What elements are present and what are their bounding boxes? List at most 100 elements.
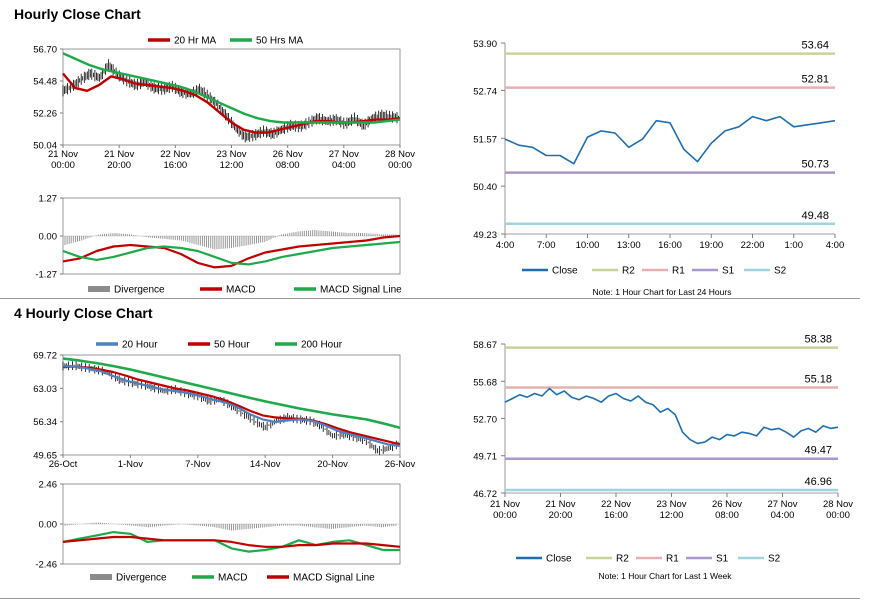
legend-divergence-label: Divergence: [116, 573, 167, 584]
x-tick-label: 26 Nov 08:00: [273, 149, 303, 171]
x-tick-label: 21 Nov 00:00: [48, 149, 78, 171]
level-label-r2: 58.38: [804, 334, 832, 346]
x-tick-label: 4:00: [496, 240, 515, 251]
legend-r1-label: R1: [672, 266, 685, 277]
level-label-s2: 49.48: [801, 210, 829, 222]
y-tick-label: 49.65: [33, 451, 57, 462]
section-divider: [0, 298, 860, 299]
level-label-r1: 55.18: [804, 374, 832, 386]
x-tick-label: 21 Nov 00:00: [490, 499, 520, 521]
x-tick-label: 23 Nov 12:00: [216, 149, 246, 171]
hourly-price-chart: 50.04 52.26 54.48 56.70 21 Nov 00:00 21 Nov 20:…: [33, 36, 415, 172]
legend-50-hour-label: 50 Hour: [214, 340, 250, 351]
y-tick-label: 50.40: [473, 182, 497, 193]
divergence-bars: [64, 230, 397, 250]
legend-s2-label: S2: [774, 266, 787, 277]
y-tick-label: 56.34: [33, 417, 57, 428]
x-tick-label: 1-Nov: [118, 459, 144, 470]
series-macd: [62, 530, 400, 553]
series-close: [504, 115, 836, 165]
y-tick-label: 46.72: [473, 489, 497, 500]
series-close: [504, 387, 839, 445]
x-tick-label: 14-Nov: [250, 459, 281, 470]
x-tick-label: 28 Nov 00:00: [385, 149, 415, 171]
y-tick-label: 1.27: [39, 194, 58, 205]
legend-20-hour-label: 20 Hour: [122, 340, 158, 351]
x-tick-label: 28 Nov 00:00: [823, 499, 853, 521]
level-label-r1: 52.81: [801, 74, 829, 86]
level-label-s1: 50.73: [801, 159, 829, 171]
legend-close-label: Close: [546, 554, 572, 565]
y-tick-label: -2.46: [35, 560, 57, 571]
y-tick-label: 55.68: [473, 377, 497, 388]
y-tick-label: -1.27: [35, 270, 57, 281]
chart-note: Note: 1 Hour Chart for Last 24 Hours: [593, 287, 732, 297]
legend-macd-label: MACD: [226, 285, 255, 296]
bottom-divider: [0, 598, 860, 599]
four-hourly-macd-chart: -2.46 0.00 2.46 Divergence MACD MACD Signal L…: [35, 480, 401, 584]
x-tick-label: 22 Nov 16:00: [160, 149, 190, 171]
x-tick-label: 10:00: [576, 240, 600, 251]
legend-divergence-swatch: [90, 574, 112, 580]
level-label-s2: 46.96: [804, 476, 832, 488]
y-tick-label: 0.00: [39, 520, 58, 531]
divergence-bars: [64, 522, 397, 531]
x-tick-label: 22 Nov 16:00: [601, 499, 631, 521]
x-tick-label: 21 Nov 20:00: [545, 499, 575, 521]
y-tick-label: 49.23: [473, 230, 497, 241]
y-tick-label: 63.03: [33, 384, 57, 395]
legend-macd-signal-label: MACD Signal Line: [320, 285, 402, 296]
legend-s1-label: S1: [722, 266, 735, 277]
hourly-macd-chart: -1.27 0.00 1.27 Divergence MACD MACD Signal L…: [35, 194, 402, 296]
y-tick-label: 56.70: [33, 45, 57, 56]
legend-200-hour-label: 200 Hour: [301, 340, 343, 351]
legend-r1-label: R1: [666, 554, 679, 565]
x-tick-label: 20-Nov: [317, 459, 348, 470]
y-tick-label: 52.70: [473, 414, 497, 425]
x-tick-label: 27 Nov 04:00: [329, 149, 359, 171]
y-tick-label: 52.74: [473, 86, 497, 97]
series-200-hour: [62, 357, 401, 430]
x-tick-label: 7:00: [537, 240, 556, 251]
legend-macd-signal-label: MACD Signal Line: [293, 573, 375, 584]
x-tick-label: 26 Nov 08:00: [712, 499, 742, 521]
series-20-hr-ma: [62, 72, 401, 134]
hourly-levels-chart: 49.23 50.40 51.57 52.74 53.90 4:00 7:00 10:00 13…: [473, 39, 845, 297]
y-tick-label: 0.00: [39, 232, 58, 243]
four-hourly-section-title: 4 Hourly Close Chart: [14, 305, 153, 321]
legend-r2-label: R2: [622, 266, 635, 277]
y-tick-label: 51.57: [473, 134, 497, 145]
legend-s2-label: S2: [768, 554, 781, 565]
plot-frame: [62, 48, 401, 146]
chart-note: Note: 1 Hour Chart for Last 1 Week: [598, 571, 732, 581]
x-tick-label: 23 Nov 12:00: [656, 499, 686, 521]
plot-frame: [62, 354, 401, 456]
level-label-s1: 49.47: [804, 445, 832, 457]
y-tick-label: 54.48: [33, 77, 57, 88]
x-tick-label: 16:00: [658, 240, 682, 251]
legend-s1-label: S1: [716, 554, 729, 565]
x-tick-label: 7-Nov: [185, 459, 211, 470]
series-50-hour: [63, 365, 401, 446]
legend-50-hrs-ma-label: 50 Hrs MA: [256, 36, 304, 47]
four-hourly-levels-chart: 46.72 49.71 52.70 55.68 58.67 21 Nov 00:00 21 N…: [473, 334, 853, 581]
x-tick-label: 22:00: [741, 240, 765, 251]
legend-divergence-swatch: [88, 286, 110, 292]
level-label-r2: 53.64: [801, 40, 829, 52]
series-macd-signal-line: [62, 240, 401, 266]
x-tick-label: 26-Nov: [385, 459, 416, 470]
four-hourly-price-chart: 49.65 56.34 63.03 69.72 26-Oct 1-Nov 7-Nov 14-N…: [33, 340, 415, 471]
x-tick-label: 19:00: [699, 240, 723, 251]
series-macd: [62, 234, 401, 269]
hourly-section-title: Hourly Close Chart: [14, 6, 141, 22]
y-tick-label: 58.67: [473, 340, 497, 351]
y-tick-label: 50.04: [33, 141, 57, 152]
series-20-hour: [62, 364, 401, 447]
x-tick-label: 27 Nov 04:00: [767, 499, 797, 521]
x-tick-label: 13:00: [617, 240, 641, 251]
x-tick-label: 4:00: [826, 240, 845, 251]
x-tick-label: 21 Nov 20:00: [104, 149, 134, 171]
x-tick-label: 1:00: [785, 240, 804, 251]
legend-close-label: Close: [552, 266, 578, 277]
y-tick-label: 2.46: [39, 480, 58, 491]
